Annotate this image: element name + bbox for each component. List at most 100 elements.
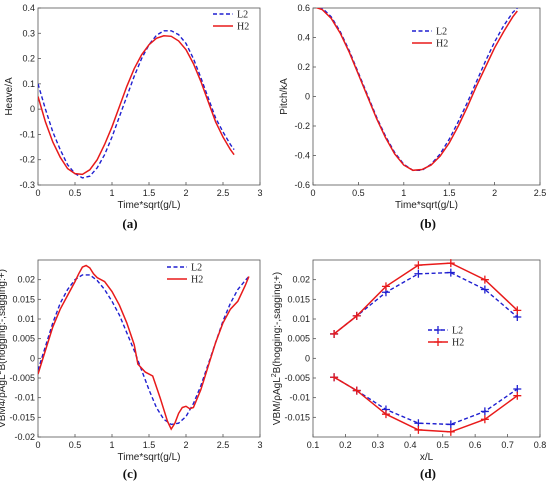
y-tick-label: 0.1 xyxy=(22,79,35,89)
data-point-L2 xyxy=(446,268,455,277)
data-point-H2 xyxy=(352,311,361,320)
y-tick-label: -0.005 xyxy=(9,373,35,383)
y-tick-label: 0.2 xyxy=(297,62,310,72)
y-tick-label: -0.2 xyxy=(294,121,310,131)
plot-frame xyxy=(37,7,261,186)
y-tick-label: -0.6 xyxy=(294,180,310,190)
legend-label-H2: H2 xyxy=(237,22,249,33)
data-point-H2 xyxy=(381,282,390,291)
y-axis-label: VBM/ρAgL2B(hogging:-,sagging:+) xyxy=(271,272,283,425)
x-tick-label: 0.3 xyxy=(372,440,385,450)
data-point-L2 xyxy=(446,420,455,429)
data-point-H2 xyxy=(381,410,390,419)
y-tick-label: -0.015 xyxy=(9,412,35,422)
legend-marker-H2 xyxy=(434,338,442,346)
x-tick-label: 0.2 xyxy=(339,440,352,450)
y-tick-label: 0 xyxy=(305,353,310,363)
data-point-H2 xyxy=(414,425,423,434)
legend-label-L2: L2 xyxy=(237,10,248,21)
legend-label-H2: H2 xyxy=(191,275,203,286)
x-tick-label: 2 xyxy=(492,188,497,198)
x-tick-label: 2.5 xyxy=(534,188,547,198)
y-tick-label: 0 xyxy=(30,104,35,114)
y-tick-label: 0.02 xyxy=(292,275,310,285)
data-point-H2 xyxy=(513,391,522,400)
y-tick-label: 0.005 xyxy=(287,334,310,344)
y-axis-label: VBM4/ρAgL2B(hogging:-,sagging:+) xyxy=(0,269,8,428)
chart-panel-b: 0 0.5 1 1.5 2 2.5 -0.6 -0.4 -0.2 0 0.2 0.4 0.6 Time*s… xyxy=(279,3,546,231)
y-axis-label: Heave/A xyxy=(4,77,15,116)
x-tick-label: 0 xyxy=(35,440,40,450)
chart-panel-d: 0.1 0.2 0.3 0.4 0.5 0.6 0.7 0.8 -0.015 -0.01 -0.00… xyxy=(271,259,546,481)
x-tick-label: 1.5 xyxy=(443,188,456,198)
x-axis-label: x/L xyxy=(420,452,434,463)
y-tick-label: 0 xyxy=(305,92,310,102)
legend-marker-L2 xyxy=(434,326,442,334)
y-tick-label: -0.2 xyxy=(19,155,35,165)
data-point-H2 xyxy=(330,329,339,338)
data-point-H2 xyxy=(480,275,489,284)
legend-label-H2: H2 xyxy=(452,338,464,349)
plot-frame xyxy=(312,259,541,438)
series-line-H2 xyxy=(38,35,235,176)
y-tick-label: 0.015 xyxy=(287,294,310,304)
y-tick-label: -0.01 xyxy=(14,393,35,403)
x-tick-label: 2.5 xyxy=(217,440,230,450)
series-line-H2 xyxy=(315,8,518,172)
x-tick-label: 1 xyxy=(109,440,114,450)
y-tick-label: -0.005 xyxy=(284,373,310,383)
x-axis-label: Time*sqrt(g/L) xyxy=(395,200,458,211)
y-tick-label: 0.2 xyxy=(22,54,35,64)
x-tick-label: 2 xyxy=(183,188,188,198)
data-point-L2 xyxy=(414,419,423,428)
x-tick-label: 3 xyxy=(257,188,262,198)
data-point-H2 xyxy=(446,259,455,268)
series-line-L2 xyxy=(319,8,518,171)
legend-label-L2: L2 xyxy=(191,263,202,274)
data-point-H2 xyxy=(480,415,489,424)
y-tick-label: -0.4 xyxy=(294,151,310,161)
y-tick-label: 0.3 xyxy=(22,28,35,38)
x-tick-label: 0.5 xyxy=(69,440,82,450)
series-line-L2 xyxy=(333,376,518,426)
x-tick-label: 0.7 xyxy=(501,440,514,450)
panel-label: (a) xyxy=(122,216,137,231)
y-tick-label: 0.015 xyxy=(12,294,35,304)
series-line-L2 xyxy=(38,30,235,179)
x-tick-label: 0.8 xyxy=(534,440,547,450)
panel-label: (b) xyxy=(420,216,436,231)
data-point-L2 xyxy=(513,385,522,394)
data-point-L2 xyxy=(513,313,522,322)
data-point-H2 xyxy=(446,427,455,436)
series-line-H2 xyxy=(333,376,518,433)
data-point-H2 xyxy=(330,373,339,382)
x-tick-label: 0.5 xyxy=(69,188,82,198)
y-tick-label: -0.01 xyxy=(289,393,310,403)
x-tick-label: 2.5 xyxy=(217,188,230,198)
data-point-L2 xyxy=(480,285,489,294)
y-tick-label: 0 xyxy=(30,353,35,363)
x-tick-label: 0.1 xyxy=(307,440,320,450)
y-tick-label: -0.1 xyxy=(19,129,35,139)
panel-label: (d) xyxy=(420,466,436,481)
x-tick-label: 0.5 xyxy=(352,188,365,198)
data-point-H2 xyxy=(513,306,522,315)
data-point-L2 xyxy=(480,407,489,416)
x-axis-label: Time*sqrt(g/L) xyxy=(118,200,181,211)
x-tick-label: 1.5 xyxy=(143,440,156,450)
y-tick-label: -0.3 xyxy=(19,180,35,190)
x-tick-label: 0.6 xyxy=(469,440,482,450)
x-tick-label: 1 xyxy=(401,188,406,198)
x-tick-label: 0.4 xyxy=(404,440,417,450)
data-point-H2 xyxy=(414,261,423,270)
y-tick-label: 0.4 xyxy=(297,33,310,43)
series-line-H2 xyxy=(38,264,250,431)
y-tick-label: 0.02 xyxy=(17,275,35,285)
panel-label: (c) xyxy=(123,466,137,481)
y-tick-label: 0.005 xyxy=(12,334,35,344)
series-line-L2 xyxy=(333,271,518,335)
